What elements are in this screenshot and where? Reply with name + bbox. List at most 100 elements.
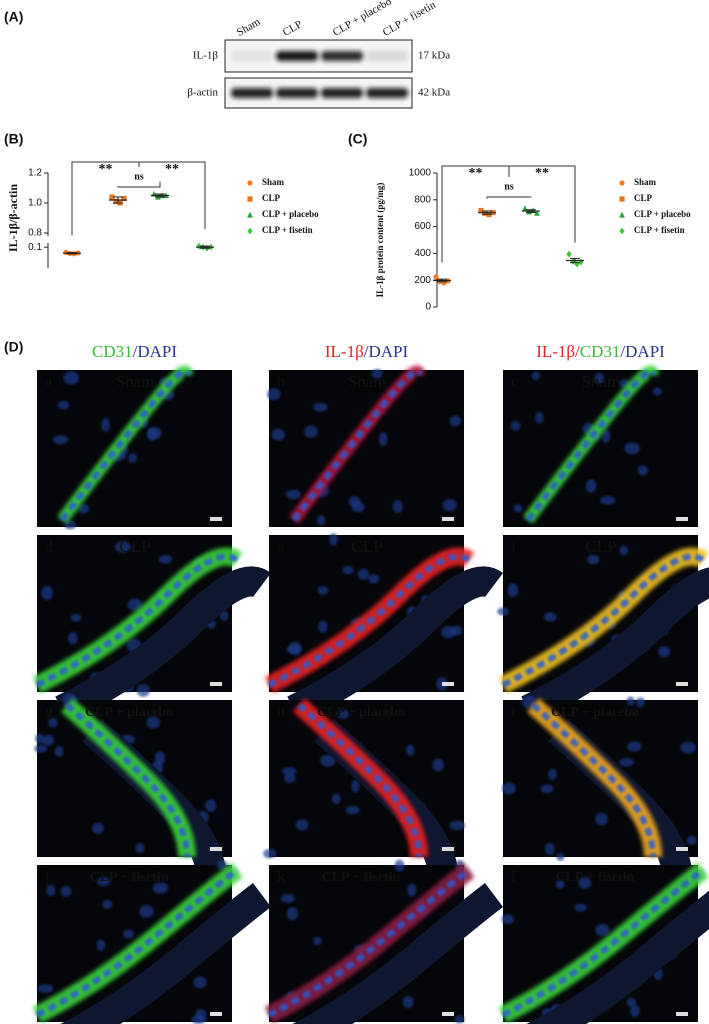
nucleus: [318, 620, 328, 634]
header-part: DAPI: [368, 342, 408, 361]
nucleus: [680, 741, 696, 754]
panel-condition: CLP: [351, 537, 382, 556]
nucleus: [54, 746, 64, 757]
nucleus: [627, 741, 642, 752]
nucleus: [630, 1004, 640, 1018]
micrograph: a Sham: [37, 365, 232, 530]
nucleus: [122, 929, 135, 939]
panel-condition: CLP + placebo: [85, 705, 173, 720]
scale-bar: [676, 847, 688, 851]
scale-bar: [676, 517, 688, 521]
panel-label: (B): [4, 131, 23, 147]
micrograph: e CLP: [264, 533, 503, 724]
data-point: [534, 210, 540, 216]
panel-letter: l: [511, 869, 516, 886]
sig-label: **: [535, 166, 549, 181]
nucleus: [531, 371, 541, 380]
nucleus: [284, 773, 296, 783]
panel-letter: c: [511, 374, 518, 391]
scale-bar: [676, 682, 688, 686]
y-tick-label: 600: [414, 221, 431, 232]
micrograph: k CLP + fisetin: [264, 859, 504, 1024]
nucleus: [114, 541, 131, 553]
legend-label: CLP: [634, 193, 653, 203]
data-point: [247, 227, 253, 235]
nucleus: [331, 793, 341, 805]
vessel-nuclei: [297, 702, 422, 858]
scale-bar: [210, 682, 222, 686]
nucleus: [432, 758, 444, 772]
data-point: [247, 196, 253, 202]
nucleus: [686, 835, 697, 845]
nucleus: [193, 976, 207, 989]
nucleus: [595, 923, 610, 937]
header-part: /: [364, 342, 369, 361]
nucleus: [127, 598, 143, 611]
data-point: [121, 195, 127, 202]
blot-band: [321, 88, 363, 98]
nucleus: [41, 585, 53, 600]
column-header: CD31/DAPI: [92, 342, 177, 361]
blot-band: [231, 51, 273, 61]
error-bar: [526, 209, 536, 213]
micrograph: i CLP + placebo: [501, 695, 698, 883]
header-part: /: [575, 342, 580, 361]
legend-label: CLP: [262, 193, 281, 203]
legend-label: CLP + fisetin: [262, 225, 313, 235]
nucleus: [101, 418, 110, 432]
vessel-nuclei: [501, 553, 705, 688]
scale-bar: [676, 1012, 688, 1016]
panel-condition: CLP + fisetin: [322, 870, 401, 885]
nucleus: [624, 442, 640, 455]
vessel-lumen: [55, 566, 271, 724]
nucleus: [63, 370, 80, 385]
y-tick-label: 800: [414, 194, 431, 205]
sig-label: ns: [134, 171, 144, 182]
nucleus: [407, 883, 417, 897]
scale-bar: [442, 1012, 454, 1016]
vessel-nuclei: [291, 368, 422, 522]
nucleus: [285, 489, 301, 500]
nucleus: [42, 734, 55, 746]
error-bar: [67, 252, 77, 255]
nucleus: [152, 882, 168, 894]
vessel-nuclei: [531, 702, 656, 858]
y-tick-label: 400: [414, 248, 431, 259]
scale-bar: [442, 517, 454, 521]
nucleus: [96, 876, 111, 886]
nucleus: [52, 435, 69, 445]
y-tick-label: 200: [414, 275, 431, 286]
nucleus: [147, 427, 162, 440]
nucleus: [600, 495, 616, 505]
nucleus: [619, 545, 629, 556]
nucleus: [320, 754, 336, 767]
panel-condition: CLP + fisetin: [90, 870, 169, 885]
y-tick-label: 0.1: [28, 242, 42, 253]
y-axis-label: IL-1β/β-actin: [6, 184, 20, 252]
nucleus: [406, 744, 415, 756]
legend-label: CLP + placebo: [262, 209, 319, 219]
panel-condition: Sham: [348, 372, 387, 391]
vessel-nuclei: [267, 553, 471, 688]
panel-letter: g: [45, 704, 53, 721]
vessel-lumen: [521, 567, 709, 724]
nucleus: [548, 768, 557, 780]
nucleus: [522, 695, 537, 709]
nucleus: [271, 428, 286, 441]
nucleus: [205, 799, 217, 812]
nucleus: [136, 683, 150, 697]
sig-bracket: [441, 165, 576, 263]
nucleus: [451, 625, 462, 636]
header-part: DAPI: [137, 342, 177, 361]
nucleus: [102, 899, 113, 909]
nucleus: [96, 939, 106, 951]
panel-letter: j: [44, 869, 49, 886]
error-bar: [482, 210, 492, 215]
header-part: IL-1β: [325, 342, 364, 361]
panel-label: (D): [4, 339, 23, 355]
nucleus: [555, 879, 565, 889]
nucleus: [540, 784, 554, 794]
data-point: [522, 205, 528, 212]
nucleus: [595, 812, 608, 826]
header-part: DAPI: [625, 342, 665, 361]
